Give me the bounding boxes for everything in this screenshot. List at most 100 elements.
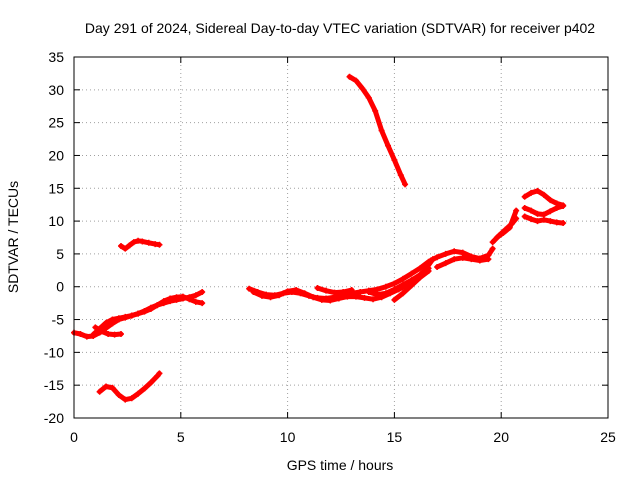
data-point [192,298,199,305]
data-point [258,292,265,299]
data-point [346,73,353,80]
data-point [122,313,129,320]
data-point [105,330,112,337]
data-point [344,293,351,300]
data-point [382,290,389,297]
data-point [135,310,142,317]
data-point [468,256,475,263]
data-point [391,280,398,287]
data-point [547,218,554,225]
data-point [459,249,466,256]
data-series [346,73,409,188]
data-point [160,298,167,305]
data-point [391,157,398,164]
y-tick-label: -20 [44,410,64,426]
data-point [534,187,541,194]
data-point [391,286,398,293]
data-point [408,270,415,277]
series-trace [90,294,205,338]
data-point [359,85,366,92]
data-point [340,288,347,295]
data-point [122,396,129,403]
data-point [109,384,116,391]
data-point [547,197,554,204]
tick-layer: 0 5 10 15 20 25 -20 -15 -10 -5 0 5 10 15 20 25 30 35 [44,49,616,445]
data-series [434,254,492,271]
data-point [284,288,291,295]
x-tick-label: 20 [493,429,509,445]
series-trace [494,208,519,240]
data-point [417,274,424,281]
data-series [117,237,163,252]
data-point [96,388,103,395]
data-point [489,239,496,246]
data-point [540,216,547,223]
data-series [493,207,520,241]
data-point [77,330,84,337]
data-point [145,239,152,246]
data-point [399,275,406,282]
data-point [117,243,124,250]
data-point [147,379,154,386]
data-point [128,395,135,402]
data-point [318,296,325,303]
data-point [192,292,199,299]
data-point [267,294,274,301]
data-point [130,239,137,246]
data-point [156,241,163,248]
data-point [493,234,500,241]
data-point [128,312,135,319]
y-tick-label: -10 [44,344,64,360]
data-point [365,94,372,101]
x-tick-label: 15 [387,429,403,445]
y-tick-label: -5 [52,312,65,328]
grid-layer [74,57,608,418]
data-point [103,383,110,390]
data-point [135,390,142,397]
data-point [560,220,567,227]
data-point [547,208,554,215]
data-point [327,297,334,304]
data-point [310,294,317,301]
data-point [513,207,520,214]
x-tick-label: 5 [177,429,185,445]
y-tick-label: 30 [48,82,64,98]
data-point [434,264,441,271]
data-point [122,245,129,252]
data-point [352,77,359,84]
data-point [186,296,193,303]
y-tick-label: 35 [48,49,64,65]
x-axis-label: GPS time / hours [287,457,394,473]
data-point [521,213,528,220]
data-point [103,319,110,326]
x-tick-label: 25 [600,429,616,445]
data-point [126,242,133,249]
data-point [293,287,300,294]
data-series [314,285,355,296]
chart-title: Day 291 of 2024, Sidereal Day-to-day VTE… [85,20,595,36]
data-point [173,294,180,301]
data-point [451,256,458,263]
data-point [553,204,560,211]
data-point [442,250,449,257]
y-tick-label: 15 [48,180,64,196]
data-point [500,229,507,236]
data-point [115,315,122,322]
data-point [397,172,404,179]
data-point [528,216,535,223]
data-point [179,293,186,300]
data-point [399,290,406,297]
y-tick-label: -15 [44,377,64,393]
data-point [485,256,492,263]
data-point [199,300,206,307]
data-point [521,193,528,200]
data-series [521,202,567,218]
data-point [348,287,355,294]
data-point [528,207,535,214]
y-tick-label: 0 [56,279,64,295]
data-point [489,245,496,252]
data-point [442,260,449,267]
data-point [560,202,567,209]
data-point [382,283,389,290]
data-point [154,302,161,309]
